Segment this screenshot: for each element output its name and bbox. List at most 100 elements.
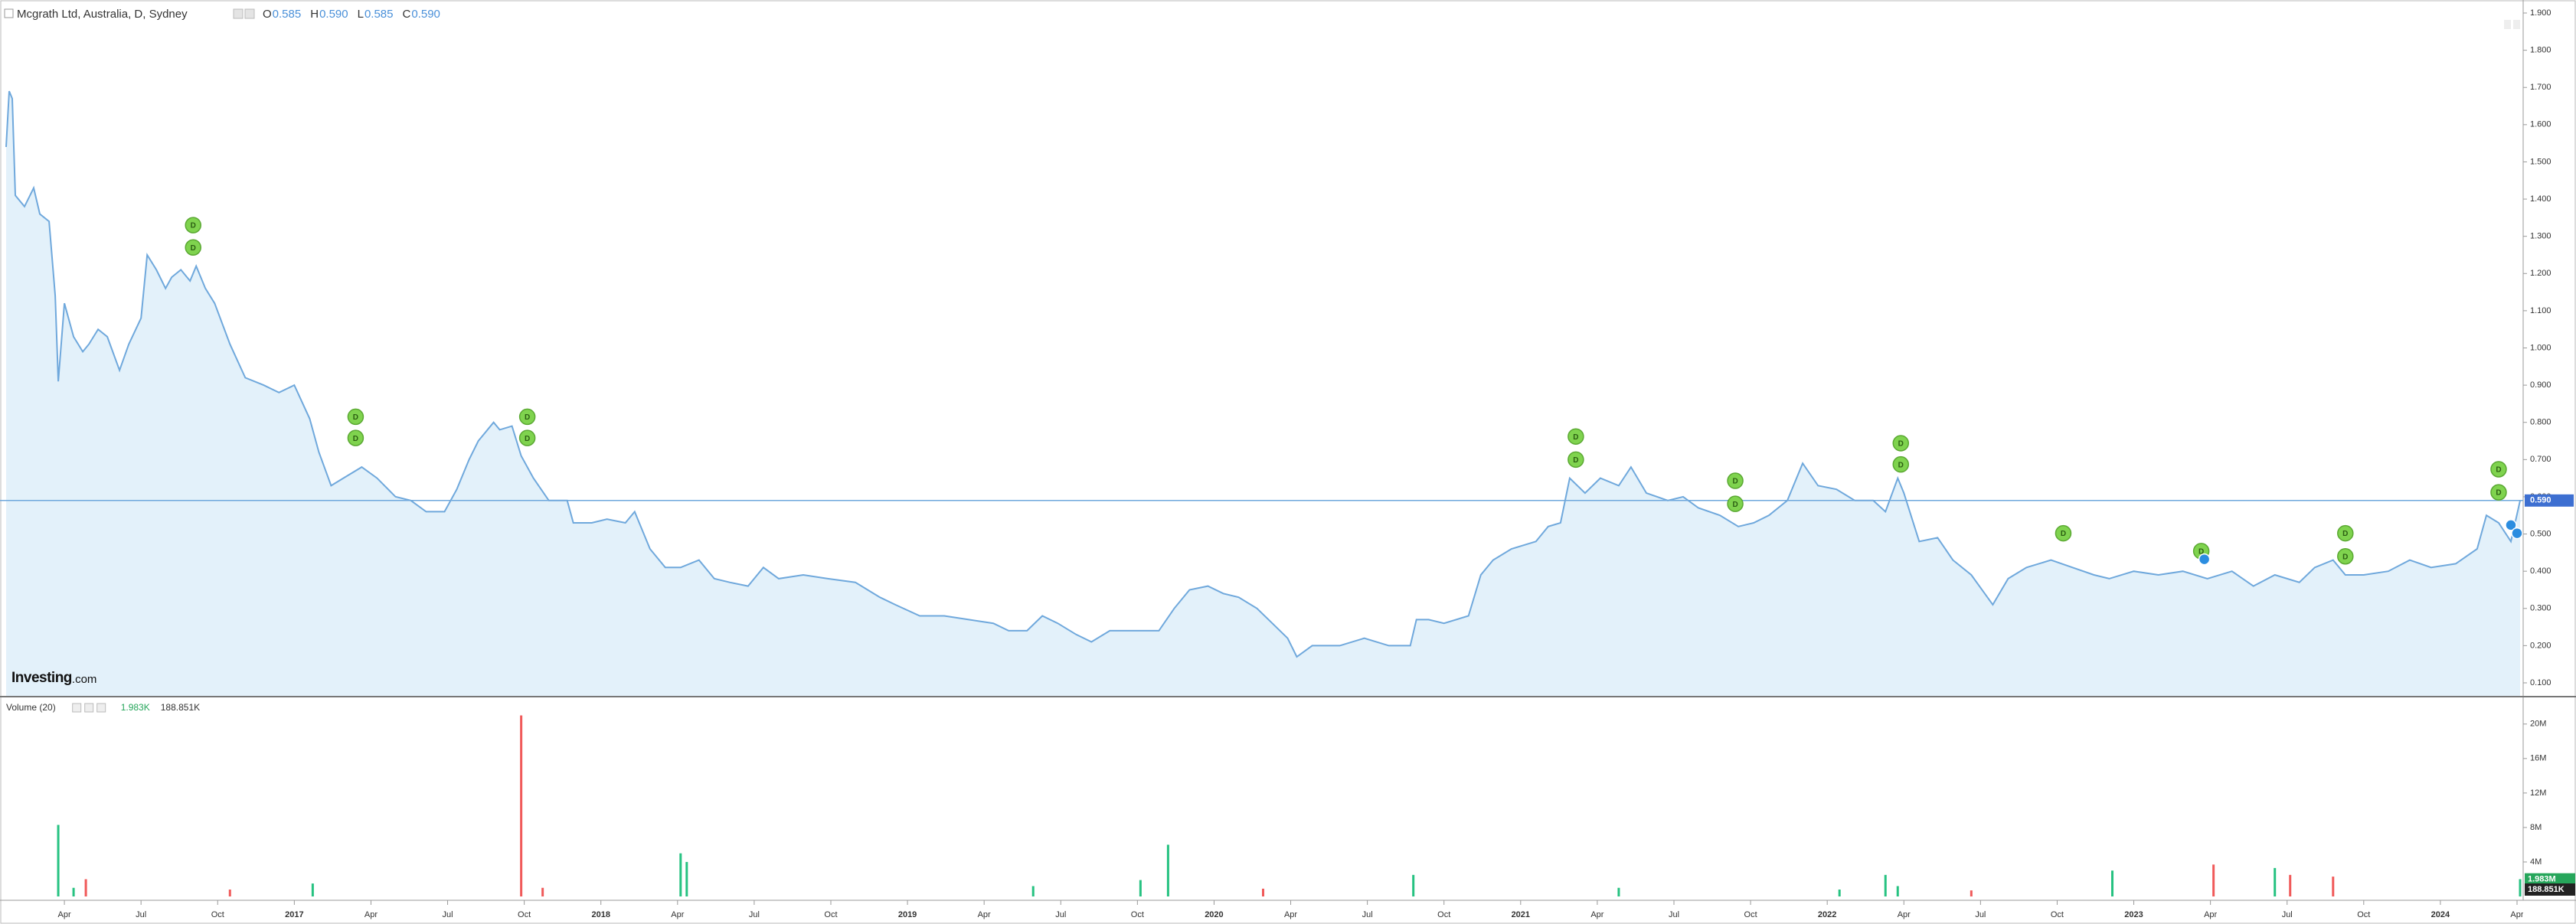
- volume-pane-icon: [96, 703, 106, 713]
- dividend-marker: [518, 408, 536, 426]
- toolbar-icon: [2513, 20, 2520, 29]
- dividend-marker-label: D: [1898, 440, 1904, 449]
- y-tick-label: 1.900: [2530, 8, 2551, 18]
- price-line: [5, 90, 2521, 658]
- event-marker: [2198, 553, 2211, 566]
- volume-bar: [520, 715, 523, 896]
- volume-bar: [1412, 874, 1415, 896]
- x-tick-label: 2023: [2124, 910, 2143, 919]
- x-tick-label: Apr: [1898, 910, 1911, 919]
- y-tick-label: 8M: [2530, 823, 2542, 832]
- close-icon[interactable]: [244, 8, 255, 19]
- volume-bar: [1838, 889, 1841, 896]
- volume-bar: [1896, 886, 1899, 896]
- dividend-marker-label: D: [1732, 478, 1737, 486]
- y-tick-label: 1.100: [2530, 306, 2551, 315]
- toolbar-icon: [2504, 20, 2511, 29]
- last-price-label: 0.590: [2530, 496, 2551, 505]
- volume-bar: [2212, 864, 2215, 896]
- dividend-marker: [1892, 435, 1910, 452]
- volume-bar: [1139, 880, 1142, 896]
- y-tick-label: 0.900: [2530, 380, 2551, 390]
- y-tick-label: 1.300: [2530, 232, 2551, 241]
- dividend-marker-label: D: [525, 413, 530, 422]
- dividend-marker: [1568, 428, 1584, 445]
- x-tick-label: 2017: [285, 910, 303, 919]
- ohlc-key: L: [358, 8, 364, 21]
- x-tick-label: Apr: [978, 910, 991, 919]
- volume-bar: [2289, 874, 2292, 896]
- y-tick-label: 12M: [2530, 789, 2546, 798]
- event-marker: [2505, 519, 2517, 531]
- volume-bar: [2332, 877, 2335, 896]
- dividend-marker: [347, 429, 364, 446]
- dividend-marker-label: D: [525, 435, 530, 443]
- dividend-marker: [1727, 495, 1744, 512]
- dividend-marker-label: D: [2496, 466, 2501, 475]
- dividend-marker-label: D: [2496, 489, 2501, 498]
- x-tick-label: 2020: [1205, 910, 1223, 919]
- y-tick-label: 16M: [2530, 754, 2546, 763]
- collapse-icon[interactable]: [4, 8, 14, 18]
- volume-bar: [1884, 874, 1887, 896]
- dividend-marker: [518, 429, 536, 446]
- x-tick-label: Oct: [1131, 910, 1144, 919]
- y-tick-label: 0.400: [2530, 566, 2551, 576]
- volume-bar: [72, 887, 75, 896]
- y-tick-label: 0.300: [2530, 604, 2551, 613]
- ohlc-key: O: [263, 8, 272, 21]
- dividend-marker: [347, 408, 364, 426]
- dividend-marker: [2337, 547, 2354, 565]
- x-tick-label: 2021: [1512, 910, 1530, 919]
- dividend-marker-label: D: [353, 413, 358, 422]
- x-tick-label: 2024: [2431, 910, 2450, 919]
- x-tick-label: Oct: [2051, 910, 2064, 919]
- x-tick-label: Apr: [671, 910, 684, 919]
- volume-bar: [57, 824, 60, 896]
- volume-badge: [2525, 873, 2575, 886]
- dividend-marker-label: D: [2198, 548, 2204, 557]
- y-tick-label: 1.400: [2530, 194, 2551, 204]
- brand-logo-suffix: .com: [72, 673, 97, 686]
- last-price-badge: [2525, 494, 2574, 507]
- volume-bar: [2274, 867, 2277, 896]
- dividend-marker: [2490, 484, 2507, 501]
- x-tick-label: Jul: [2282, 910, 2293, 919]
- y-tick-label: 0.200: [2530, 641, 2551, 650]
- dividend-marker: [2490, 461, 2507, 478]
- x-tick-label: Jul: [749, 910, 760, 919]
- dividend-marker: [2337, 524, 2354, 542]
- x-tick-label: 2022: [1818, 910, 1836, 919]
- dividend-marker: [185, 217, 201, 233]
- settings-icon[interactable]: [233, 8, 244, 19]
- y-tick-label: 0.100: [2530, 678, 2551, 687]
- volume-badge-label: 188.851K: [2528, 885, 2565, 894]
- y-tick-label: 4M: [2530, 857, 2542, 867]
- volume-badge: [2525, 883, 2575, 896]
- x-tick-label: Apr: [2510, 910, 2523, 919]
- ohlc-value: 0.590: [411, 8, 440, 21]
- ohlc-key: H: [310, 8, 319, 21]
- x-tick-label: Jul: [1362, 910, 1373, 919]
- x-tick-label: Apr: [58, 910, 71, 919]
- y-tick-label: 1.000: [2530, 343, 2551, 352]
- x-tick-label: Apr: [1284, 910, 1297, 919]
- volume-bar: [2519, 879, 2522, 896]
- x-tick-label: Jul: [443, 910, 453, 919]
- y-tick-label: 1.200: [2530, 269, 2551, 278]
- dividend-marker-label: D: [2061, 530, 2066, 538]
- volume-bar: [1970, 890, 1973, 896]
- volume-pane-icon: [72, 703, 82, 713]
- volume-header-value: 1.983K: [121, 702, 150, 713]
- y-tick-label: 0.800: [2530, 418, 2551, 427]
- y-tick-label: 1.600: [2530, 120, 2551, 129]
- x-tick-label: Oct: [824, 910, 837, 919]
- x-tick-label: Oct: [1437, 910, 1450, 919]
- x-tick-label: Apr: [1590, 910, 1603, 919]
- y-tick-label: 1.800: [2530, 46, 2551, 55]
- dividend-marker-label: D: [1573, 456, 1578, 465]
- dividend-marker: [1727, 472, 1744, 489]
- volume-header-value: 188.851K: [161, 702, 200, 713]
